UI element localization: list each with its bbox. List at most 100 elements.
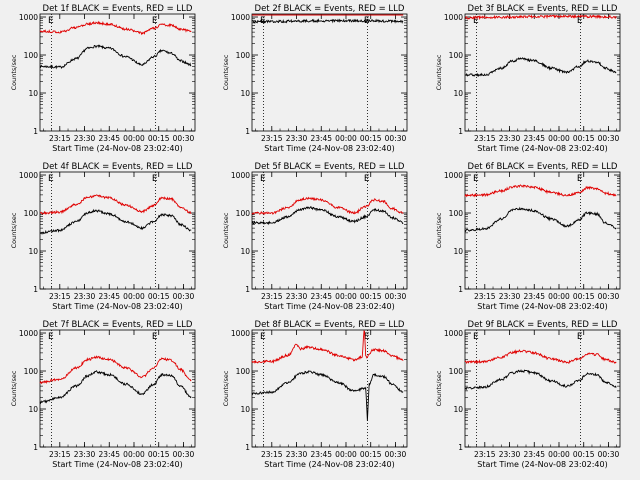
- x-axis-label: Start Time (24-Nov-08 23:02:40): [264, 144, 394, 153]
- event-marker-label: E: [577, 332, 583, 342]
- series-line-lld: [39, 355, 192, 385]
- x-axis-label: Start Time (24-Nov-08 23:02:40): [477, 144, 607, 153]
- x-tick-label: 23:15: [474, 292, 496, 301]
- x-tick-label: 00:00: [548, 450, 570, 459]
- x-tick-label: 23:30: [286, 292, 308, 301]
- x-tick-label: 23:15: [474, 450, 496, 459]
- event-marker-label: E: [48, 16, 54, 26]
- x-tick-label: 23:45: [523, 450, 545, 459]
- panel-title: Det 4f BLACK = Events, RED = LLD: [43, 162, 193, 172]
- y-tick-label: 10: [28, 247, 38, 256]
- series-line-events: [464, 206, 617, 233]
- x-tick-label: 23:30: [74, 134, 96, 143]
- panel-title: Det 7f BLACK = Events, RED = LLD: [43, 320, 193, 330]
- y-tick-label: 1000: [19, 13, 38, 22]
- panel-title: Det 8f BLACK = Events, RED = LLD: [255, 320, 405, 330]
- x-tick-label: 00:15: [573, 450, 595, 459]
- series-line-events: [251, 18, 404, 24]
- series-line-lld: [39, 20, 192, 36]
- x-tick-label: 23:30: [499, 292, 521, 301]
- x-tick-label: 00:00: [335, 450, 357, 459]
- x-tick-label: 23:30: [499, 134, 521, 143]
- y-tick-label: 10: [240, 247, 250, 256]
- series-line-events: [251, 370, 404, 421]
- y-tick-label: 100: [236, 209, 251, 218]
- x-tick-label: 23:45: [310, 292, 332, 301]
- x-tick-label: 23:45: [98, 134, 120, 143]
- x-tick-label: 23:30: [286, 134, 308, 143]
- event-marker-label: E: [48, 174, 54, 184]
- x-tick-label: 00:15: [360, 450, 382, 459]
- event-marker-label: E: [152, 332, 158, 342]
- x-tick-label: 00:00: [548, 292, 570, 301]
- x-tick-label: 00:30: [173, 292, 195, 301]
- x-axis-label: Start Time (24-Nov-08 23:02:40): [52, 144, 182, 153]
- event-marker-label: E: [260, 174, 266, 184]
- det-panel-8: Det 8f BLACK = Events, RED = LLD 1 10 100 10…: [222, 320, 408, 469]
- plot-frame: [251, 13, 408, 132]
- x-tick-label: 23:45: [310, 134, 332, 143]
- x-tick-label: 23:45: [523, 134, 545, 143]
- series-line-events: [464, 369, 617, 391]
- y-axis-label: Counts/sec: [222, 212, 230, 248]
- series-line-events: [465, 57, 617, 78]
- x-tick-label: 00:30: [598, 134, 620, 143]
- x-tick-label: 00:30: [173, 450, 195, 459]
- x-tick-label: 00:00: [548, 134, 570, 143]
- y-tick-label: 1000: [231, 13, 250, 22]
- y-tick-label: 100: [236, 367, 251, 376]
- y-tick-label: 10: [240, 405, 250, 414]
- x-tick-label: 00:30: [598, 292, 620, 301]
- det-panel-9: Det 9f BLACK = Events, RED = LLD 1 10 100 10…: [435, 320, 621, 469]
- det-panel-1: Det 1f BLACK = Events, RED = LLD 1 10 100 10…: [10, 4, 196, 153]
- panel-title: Det 5f BLACK = Events, RED = LLD: [255, 162, 405, 172]
- y-tick-label: 10: [453, 405, 463, 414]
- plot-frame: [251, 171, 408, 290]
- x-tick-label: 00:15: [360, 134, 382, 143]
- series-line-events: [39, 370, 192, 405]
- x-tick-label: 00:30: [385, 292, 407, 301]
- y-tick-label: 1: [33, 443, 38, 452]
- y-tick-label: 100: [449, 51, 464, 60]
- series-line-events: [251, 205, 404, 226]
- x-tick-label: 00:30: [173, 134, 195, 143]
- y-tick-label: 1: [245, 285, 250, 294]
- x-tick-label: 23:45: [98, 292, 120, 301]
- x-axis-label: Start Time (24-Nov-08 23:02:40): [264, 302, 394, 311]
- y-tick-label: 1: [245, 127, 250, 136]
- x-tick-label: 23:15: [261, 450, 283, 459]
- x-tick-label: 00:15: [360, 292, 382, 301]
- event-marker-label: E: [152, 174, 158, 184]
- det-panel-3: Det 3f BLACK = Events, RED = LLD 1 10 100 10…: [435, 4, 621, 153]
- plot-frame: [464, 13, 621, 132]
- panel-title: Det 9f BLACK = Events, RED = LLD: [468, 320, 618, 330]
- x-tick-label: 23:30: [499, 450, 521, 459]
- y-tick-label: 100: [449, 367, 464, 376]
- y-tick-label: 1: [458, 127, 463, 136]
- y-axis-label: Counts/sec: [10, 212, 18, 248]
- plot-frame: [251, 329, 408, 448]
- event-marker-label: E: [473, 174, 479, 184]
- x-tick-label: 00:30: [598, 450, 620, 459]
- y-axis-label: Counts/sec: [10, 370, 18, 406]
- x-tick-label: 00:00: [335, 292, 357, 301]
- det-panel-7: Det 7f BLACK = Events, RED = LLD 1 10 100 10…: [10, 320, 196, 469]
- event-marker-label: E: [48, 332, 54, 342]
- x-tick-label: 00:15: [573, 292, 595, 301]
- y-tick-label: 1: [458, 285, 463, 294]
- plot-frame: [39, 171, 196, 290]
- x-axis-label: Start Time (24-Nov-08 23:02:40): [52, 302, 182, 311]
- x-tick-label: 00:00: [123, 134, 145, 143]
- panel-title: Det 3f BLACK = Events, RED = LLD: [468, 4, 618, 14]
- y-tick-label: 100: [24, 367, 39, 376]
- series-line-events: [39, 44, 192, 70]
- x-tick-label: 00:00: [123, 450, 145, 459]
- event-marker-label: E: [473, 16, 479, 26]
- x-tick-label: 00:15: [148, 292, 170, 301]
- event-marker-label: E: [260, 332, 266, 342]
- y-tick-label: 1000: [19, 329, 38, 338]
- series-line-lld: [39, 194, 192, 216]
- y-tick-label: 1: [245, 443, 250, 452]
- y-tick-label: 1000: [444, 329, 463, 338]
